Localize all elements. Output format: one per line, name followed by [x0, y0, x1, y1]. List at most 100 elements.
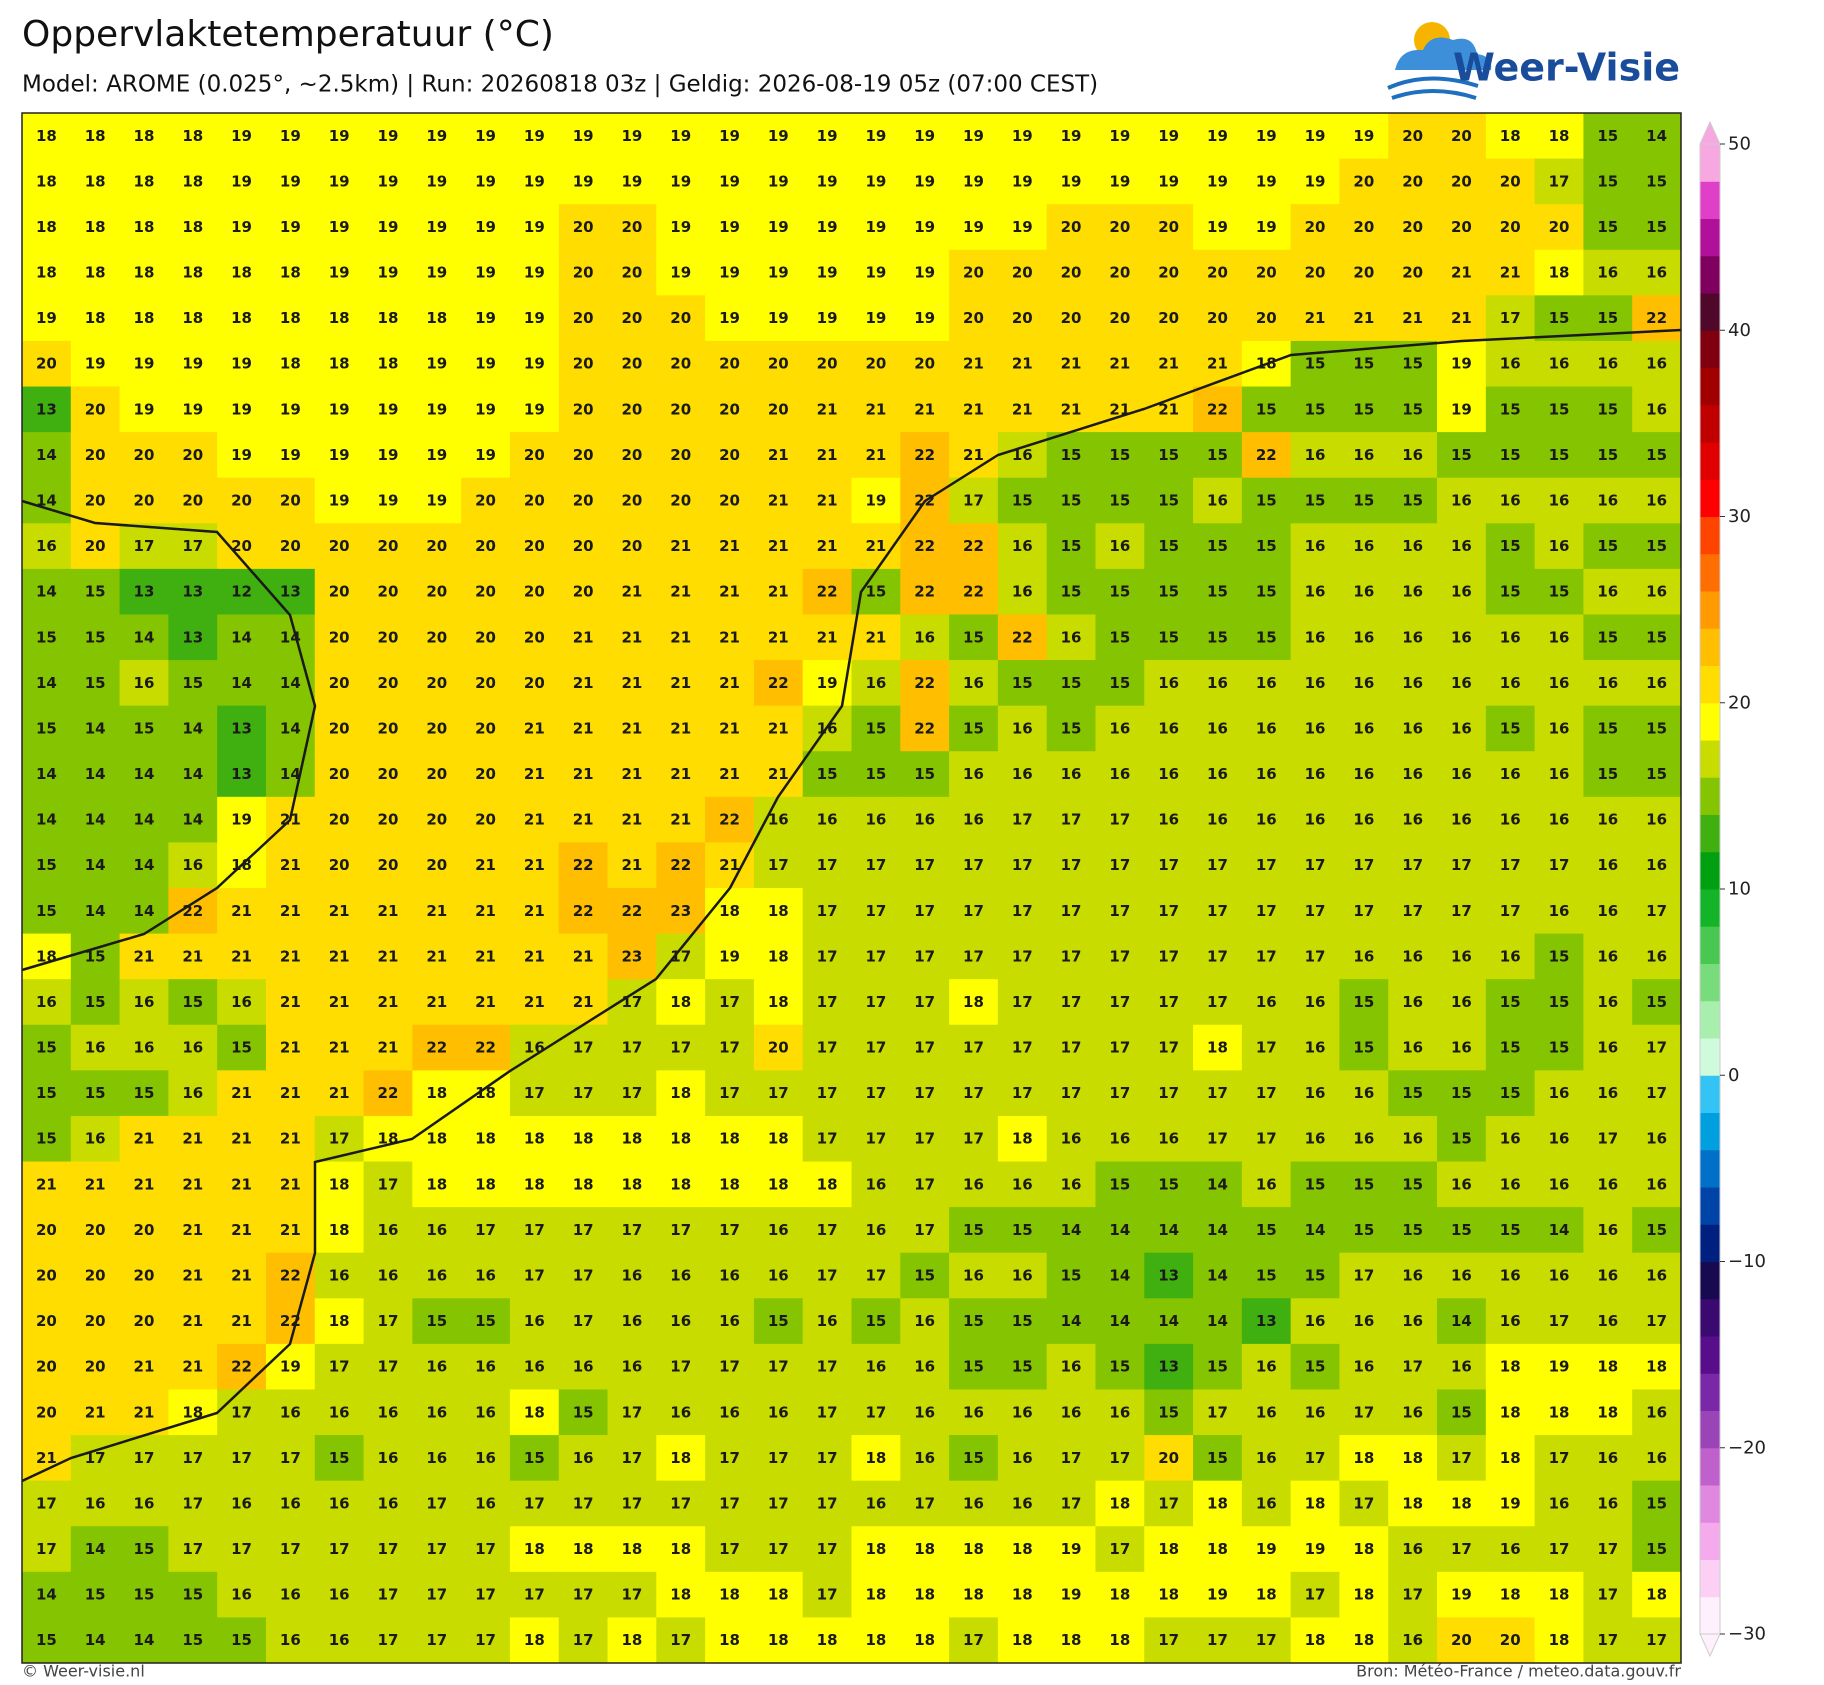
cell-value: 16 [670, 1403, 691, 1421]
cell-value: 15 [231, 1631, 252, 1649]
cell-value: 22 [1207, 400, 1228, 418]
cell-value: 16 [1402, 811, 1423, 829]
cell [461, 295, 511, 342]
cell [607, 751, 657, 798]
cell [851, 432, 901, 479]
cell [705, 751, 755, 798]
colorbar-segment [1700, 1224, 1720, 1262]
cell [753, 842, 804, 889]
cell-value: 20 [280, 537, 301, 555]
cell-value: 20 [1500, 172, 1521, 190]
cell [851, 295, 901, 342]
cell [753, 158, 804, 205]
cell [217, 432, 267, 479]
cell-value: 21 [621, 628, 642, 646]
cell [900, 113, 950, 160]
cell-value: 15 [1109, 628, 1130, 646]
cell [22, 113, 72, 160]
cell [1437, 1024, 1487, 1071]
cell-value: 16 [426, 1403, 447, 1421]
cell [1241, 523, 1292, 570]
cell-value: 17 [963, 492, 984, 510]
cell-value: 16 [1451, 674, 1472, 692]
cell-value: 21 [914, 400, 935, 418]
cell-value: 20 [573, 309, 594, 327]
cell [509, 660, 560, 707]
cell-value: 18 [329, 1312, 350, 1330]
cell-value: 21 [280, 1130, 301, 1148]
cell-value: 16 [719, 1267, 740, 1285]
cell-value: 19 [426, 492, 447, 510]
cell-value: 17 [329, 1358, 350, 1376]
cell [753, 660, 804, 707]
cell-value: 17 [1305, 856, 1326, 874]
cell [1241, 842, 1292, 889]
cell-value: 19 [231, 127, 252, 145]
cell [314, 386, 365, 433]
cell-value: 17 [621, 1586, 642, 1604]
colorbar-segment [1700, 1410, 1720, 1449]
cell-value: 18 [134, 172, 155, 190]
cell [1485, 523, 1536, 570]
cell [265, 979, 316, 1026]
cell [997, 842, 1048, 889]
cell [363, 477, 413, 524]
cell [1193, 751, 1243, 798]
cell-value: 22 [914, 674, 935, 692]
cell [1437, 1207, 1487, 1254]
cell-value: 15 [1500, 719, 1521, 737]
cell [217, 340, 267, 388]
cell [1583, 1435, 1633, 1482]
cell [509, 1389, 560, 1436]
cell [1290, 568, 1340, 615]
cell [656, 751, 706, 798]
cell [1437, 979, 1487, 1026]
cell-value: 17 [719, 1084, 740, 1102]
cell [1095, 340, 1145, 388]
cell [412, 660, 462, 707]
cell [509, 796, 560, 843]
cell [802, 477, 852, 524]
cell-value: 15 [134, 719, 155, 737]
cell [1046, 523, 1096, 570]
cell [1583, 1115, 1633, 1163]
cell [119, 796, 169, 843]
cell [22, 204, 72, 251]
cell-value: 21 [817, 446, 838, 464]
cell [363, 1389, 413, 1436]
cell [168, 660, 218, 707]
cell-value: 20 [1500, 1631, 1521, 1649]
cell-value: 17 [1305, 1586, 1326, 1604]
cell [1193, 204, 1243, 251]
cell-value: 21 [134, 1403, 155, 1421]
cell-value: 17 [378, 1312, 399, 1330]
cell [1290, 523, 1340, 570]
cell [851, 751, 901, 798]
cell-value: 16 [1451, 993, 1472, 1011]
cell-value: 15 [1402, 1084, 1423, 1102]
cell-value: 16 [1597, 1449, 1618, 1467]
cell-value: 16 [1305, 1084, 1326, 1102]
cell [70, 1480, 121, 1527]
cell [1290, 477, 1340, 524]
colorbar-tick-label: 50 [1728, 134, 1751, 155]
cell-value: 14 [231, 674, 252, 692]
cell [70, 158, 121, 205]
cell-value: 21 [719, 537, 740, 555]
cell [119, 1389, 169, 1436]
cell [119, 432, 169, 479]
cell [1046, 979, 1096, 1026]
cell [217, 113, 267, 160]
cell [558, 933, 609, 980]
cell-value: 21 [524, 993, 545, 1011]
cell-value: 19 [1549, 1358, 1570, 1376]
cell [363, 660, 413, 707]
colorbar-segment [1700, 218, 1720, 257]
cell-value: 19 [524, 264, 545, 282]
cell-value: 19 [719, 218, 740, 236]
cell-value: 16 [1646, 674, 1667, 692]
cell [1046, 1252, 1096, 1299]
cell [802, 979, 852, 1026]
cell-value: 17 [963, 902, 984, 920]
